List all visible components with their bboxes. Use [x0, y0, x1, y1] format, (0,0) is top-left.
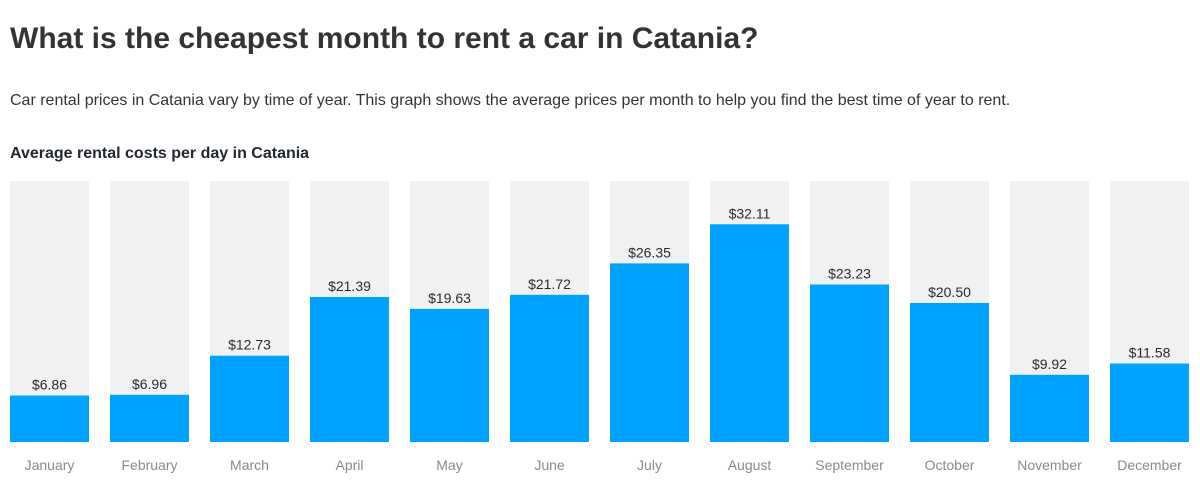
- month-label: November: [1017, 457, 1082, 473]
- bar-group-january: $6.86 January: [10, 181, 89, 473]
- chart-title: Average rental costs per day in Catania: [10, 145, 310, 162]
- month-label: July: [637, 457, 662, 473]
- bar-group-july: $26.35 July: [610, 181, 689, 473]
- bar[interactable]: [1110, 363, 1189, 443]
- bar-group-february: $6.96 February: [110, 181, 189, 473]
- bar-value-label: $6.86: [32, 377, 67, 393]
- bar-group-august: $32.11 August: [710, 181, 789, 473]
- month-label: August: [728, 457, 772, 473]
- bar[interactable]: [310, 297, 389, 442]
- bar-value-label: $6.96: [132, 376, 167, 392]
- bar[interactable]: [510, 294, 589, 442]
- month-label: January: [25, 457, 75, 473]
- bar[interactable]: [910, 303, 989, 442]
- month-label: March: [230, 457, 269, 473]
- bar-group-october: $20.50 October: [910, 181, 989, 473]
- bar-group-june: $21.72 June: [510, 181, 589, 473]
- bar[interactable]: [810, 284, 889, 443]
- bar[interactable]: [610, 263, 689, 442]
- bar[interactable]: [410, 308, 489, 442]
- month-label: June: [534, 457, 565, 473]
- bar[interactable]: [110, 394, 189, 442]
- month-label: May: [436, 457, 462, 473]
- bar-value-label: $32.11: [729, 205, 771, 221]
- month-label: December: [1117, 457, 1182, 473]
- bar-value-label: $19.63: [428, 290, 471, 306]
- bar[interactable]: [210, 355, 289, 442]
- page-title: What is the cheapest month to rent a car…: [10, 22, 759, 55]
- bar-value-label: $12.73: [228, 337, 271, 353]
- bar-group-april: $21.39 April: [310, 181, 389, 473]
- bar-value-label: $23.23: [828, 266, 871, 282]
- bar-group-september: $23.23 September: [810, 181, 889, 473]
- bar[interactable]: [10, 395, 89, 443]
- bar-value-label: $11.58: [1129, 345, 1171, 361]
- bar-group-may: $19.63 May: [410, 181, 489, 473]
- month-label: September: [815, 457, 884, 473]
- month-label: October: [925, 457, 975, 473]
- bar-group-december: $11.58 December: [1110, 181, 1189, 473]
- bar-value-label: $26.35: [628, 244, 671, 260]
- bar-group-november: $9.92 November: [1010, 181, 1089, 473]
- month-label: April: [335, 457, 363, 473]
- rental-cost-bar-chart: $6.86 January $6.96 February $12.73 March $21.…: [10, 181, 1189, 473]
- bar-value-label: $20.50: [928, 284, 971, 300]
- bar-group-march: $12.73 March: [210, 181, 289, 473]
- month-label: February: [121, 457, 177, 473]
- bar-value-label: $21.72: [528, 276, 571, 292]
- bar-value-label: $21.39: [328, 278, 371, 294]
- bar[interactable]: [1010, 374, 1089, 442]
- bar-value-label: $9.92: [1032, 356, 1067, 372]
- page-description: Car rental prices in Catania vary by tim…: [10, 92, 1011, 109]
- bar[interactable]: [710, 224, 789, 442]
